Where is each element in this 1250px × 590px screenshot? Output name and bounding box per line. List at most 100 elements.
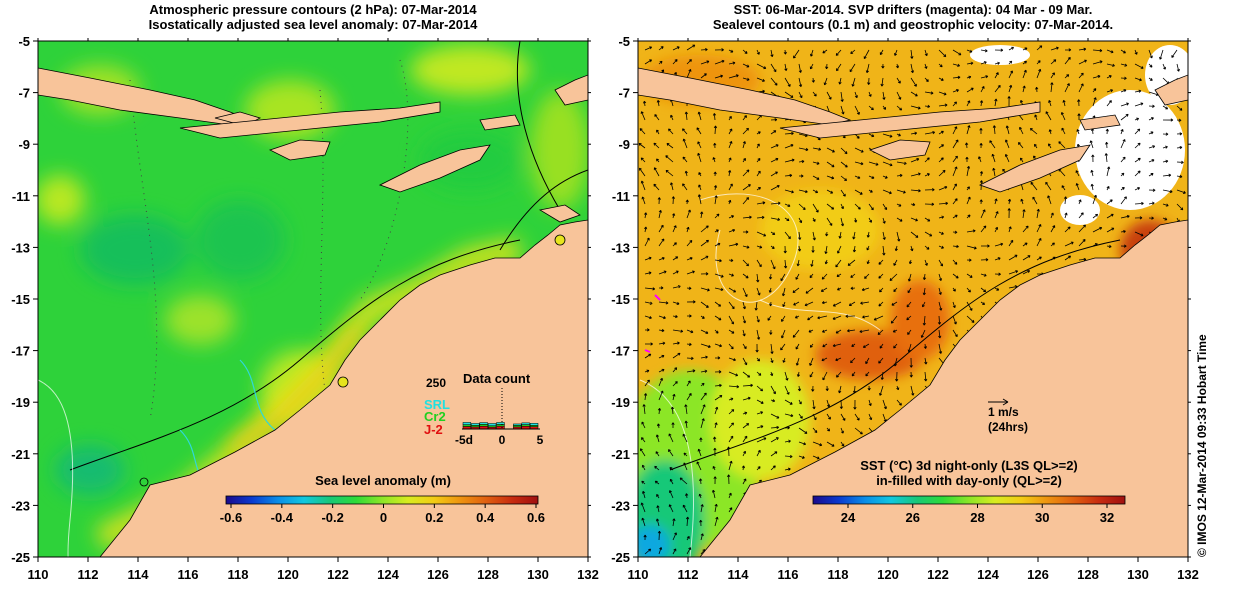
velocity-arrow xyxy=(891,301,898,306)
velocity-arrow xyxy=(1089,140,1094,149)
colorbar-tick-label: 0.2 xyxy=(425,510,443,525)
velocity-arrow xyxy=(684,404,688,415)
inset-legend-srl: SRL xyxy=(424,397,450,412)
velocity-arrow xyxy=(966,166,971,177)
velocity-arrow xyxy=(770,413,780,419)
velocity-arrow xyxy=(896,77,901,84)
velocity-arrow xyxy=(1120,76,1127,80)
sla-coastal-peak-band xyxy=(226,326,365,456)
velocity-arrow xyxy=(882,203,888,211)
velocity-arrow xyxy=(908,259,913,265)
velocity-arrow xyxy=(822,49,828,54)
velocity-arrow xyxy=(847,259,856,266)
velocity-arrow xyxy=(854,175,861,179)
velocity-arrow xyxy=(910,105,921,110)
velocity-arrow xyxy=(1120,63,1128,67)
velocity-arrow xyxy=(641,517,646,527)
velocity-arrow xyxy=(882,399,887,410)
velocity-arrow xyxy=(742,329,746,337)
sla-blob xyxy=(530,90,588,210)
lat-tick-label: -15 xyxy=(11,292,30,307)
velocity-arrow xyxy=(670,406,675,415)
velocity-arrow xyxy=(924,245,930,250)
velocity-arrow xyxy=(893,259,898,266)
velocity-arrow xyxy=(804,301,814,307)
velocity-arrow xyxy=(728,49,734,53)
velocity-arrow xyxy=(924,77,929,82)
velocity-arrow xyxy=(938,157,944,163)
velocity-arrow xyxy=(1092,60,1103,65)
velocity-arrow xyxy=(1008,239,1014,247)
velocity-arrow xyxy=(1162,132,1169,136)
velocity-arrow xyxy=(770,245,775,249)
velocity-arrow xyxy=(713,125,718,135)
velocity-arrow xyxy=(1020,157,1024,163)
velocity-arrow xyxy=(1106,213,1114,219)
velocity-arrow xyxy=(1008,270,1019,275)
velocity-arrow xyxy=(938,329,942,339)
velocity-arrow xyxy=(989,140,996,149)
velocity-arrow xyxy=(812,413,817,421)
velocity-arrow xyxy=(907,273,912,282)
velocity-arrow xyxy=(644,46,653,51)
velocity-arrow xyxy=(840,175,848,181)
velocity-arrow xyxy=(852,231,856,240)
lon-tick-label: 122 xyxy=(927,567,949,582)
velocity-arrow xyxy=(1029,128,1038,135)
velocity-arrow xyxy=(938,231,944,235)
colorbar-tick-label: 32 xyxy=(1100,510,1114,525)
velocity-arrow xyxy=(992,125,997,135)
velocity-arrow xyxy=(713,185,718,191)
velocity-arrow xyxy=(644,226,648,233)
velocity-arrow xyxy=(1007,198,1012,205)
velocity-arrow xyxy=(1035,86,1039,93)
velocity-arrow xyxy=(756,231,767,237)
velocity-arrow xyxy=(1120,229,1126,234)
velocity-arrow xyxy=(854,427,863,435)
velocity-arrow xyxy=(859,329,870,334)
velocity-arrow xyxy=(809,63,814,70)
velocity-arrow xyxy=(700,329,709,334)
inset-bar-segment xyxy=(462,422,472,425)
velocity-arrow xyxy=(1176,160,1184,164)
velocity-arrow xyxy=(700,60,710,65)
velocity-arrow xyxy=(1076,129,1080,135)
velocity-arrow xyxy=(994,272,1001,276)
velocity-arrow xyxy=(1148,49,1153,59)
velocity-arrow xyxy=(1092,48,1103,53)
velocity-arrow xyxy=(1007,96,1011,107)
velocity-arrow xyxy=(658,315,666,320)
lat-tick-label: -15 xyxy=(611,292,630,307)
svp-drifter-track xyxy=(654,294,661,301)
velocity-arrow xyxy=(854,91,858,99)
velocity-arrow xyxy=(780,343,786,351)
velocity-arrow xyxy=(896,217,903,222)
velocity-arrow xyxy=(980,244,990,248)
velocity-arrow xyxy=(868,175,875,179)
velocity-arrow xyxy=(826,399,831,408)
velocity-arrow xyxy=(784,173,793,178)
velocity-arrow xyxy=(878,273,884,279)
velocity-arrow xyxy=(994,211,999,219)
velocity-arrow xyxy=(714,516,719,527)
velocity-arrow xyxy=(672,381,678,387)
velocity-arrow xyxy=(770,130,777,135)
velocity-arrow xyxy=(1134,63,1144,69)
velocity-arrow xyxy=(756,131,761,135)
velocity-arrow xyxy=(658,377,663,387)
velocity-arrow xyxy=(1050,59,1057,65)
velocity-arrow xyxy=(812,427,818,434)
velocity-arrow xyxy=(728,215,735,219)
lon-tick-label: 126 xyxy=(427,567,449,582)
velocity-arrow xyxy=(756,187,761,191)
velocity-arrow xyxy=(1064,56,1071,65)
velocity-arrow xyxy=(966,229,976,233)
velocity-arrow xyxy=(809,343,814,348)
lat-tick-label: -9 xyxy=(618,137,630,152)
velocity-arrow xyxy=(1078,72,1084,79)
velocity-arrow xyxy=(658,286,664,290)
lat-tick-label: -7 xyxy=(618,86,630,101)
velocity-arrow xyxy=(640,111,646,121)
velocity-arrow xyxy=(742,273,749,279)
velocity-arrow xyxy=(826,189,834,194)
